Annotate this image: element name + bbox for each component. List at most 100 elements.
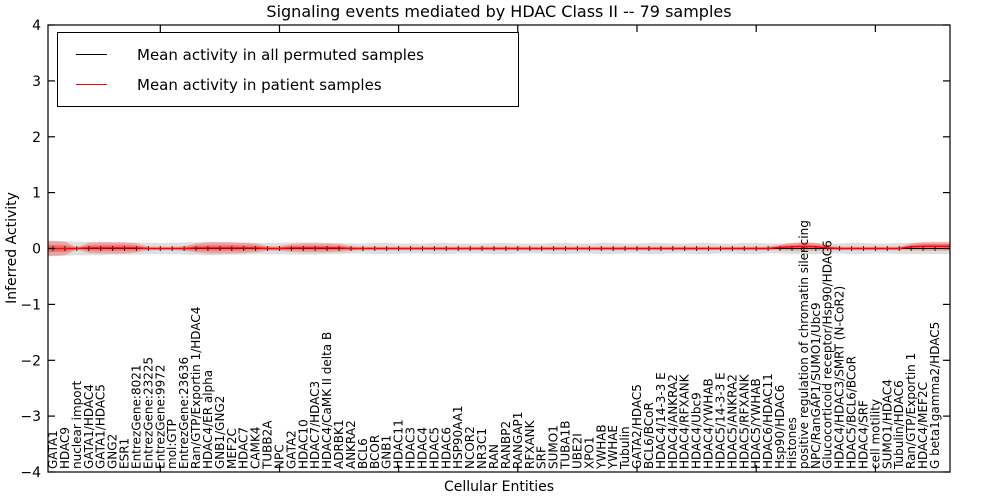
legend-label-permuted: Mean activity in all permuted samples	[137, 45, 424, 64]
entity-tick-label: SRF	[535, 446, 549, 469]
entity-tick-label: HDAC4	[416, 427, 430, 469]
entity-tick-label: HDAC4/YWHAB	[702, 378, 716, 469]
x-axis-label: Cellular Entities	[443, 479, 555, 495]
entity-tick-label: NCOR2	[463, 426, 477, 469]
entity-tick-label: CAMK4	[249, 427, 263, 469]
entity-tick-label: HDAC4/RFXANK	[678, 373, 692, 469]
entity-tick-label: BCL6	[356, 438, 370, 469]
entity-tick-label: Tubulin/HDAC6	[892, 380, 906, 470]
entity-tick-label: HDAC4/SRF	[857, 400, 871, 469]
y-tick-label: 3	[32, 74, 41, 90]
entity-tick-label: UBE2I	[570, 433, 584, 469]
entity-tick-label: HDAC3	[404, 427, 418, 469]
entity-tick-label: HDAC7	[237, 427, 251, 469]
legend-item-patient: Mean activity in patient samples	[70, 72, 508, 97]
entity-tick-label: EntrezGene:9972	[153, 365, 167, 470]
entity-tick-label: HDAC5/ANKRA2	[725, 374, 739, 469]
entity-tick-label: YWHAE	[606, 425, 620, 470]
entity-tick-label: Glucocorticoid receptor/Hsp90/HDAC6	[821, 240, 835, 469]
legend-item-permuted: Mean activity in all permuted samples	[70, 42, 508, 67]
entity-tick-label: GATA2	[284, 430, 298, 469]
chart-title: Signaling events mediated by HDAC Class …	[266, 2, 732, 21]
entity-tick-label: EntrezGene:23225	[141, 357, 155, 469]
legend: Mean activity in all permuted samples Me…	[57, 32, 519, 107]
y-axis-ticks	[48, 24, 950, 473]
entity-tick-label: Ran/GTP/Exportin 1	[904, 353, 918, 469]
entity-tick-label: NR3C1	[475, 428, 489, 469]
entity-tick-label: TUBA1B	[559, 421, 573, 470]
entity-tick-label: HDAC4/CaMK II delta B	[320, 332, 334, 469]
entity-tick-label: G beta1gamma2/HDAC5	[928, 322, 942, 469]
entity-tick-label: Tubulin	[618, 426, 632, 470]
entity-tick-label: EntrezGene:23636	[177, 357, 191, 469]
entity-tick-label: NPC	[273, 444, 287, 469]
y-tick-label: −4	[20, 465, 41, 481]
y-tick-label: −3	[20, 409, 41, 425]
entity-tick-label: RANBP2	[499, 421, 513, 469]
y-tick-label: 4	[32, 18, 41, 34]
entity-tick-label: GNB1/GNG2	[213, 396, 227, 469]
entity-tick-label: cell motility	[868, 399, 882, 469]
entity-tick-label: HDAC4/ER alpha	[201, 370, 215, 469]
y-tick-label: 0	[32, 242, 41, 258]
y-tick-labels: 4 3 2 1 0 −1 −2 −3 −4	[20, 18, 41, 481]
entity-tick-label: HDAC4/Ubc9	[690, 392, 704, 469]
entity-tick-label: RANGAP1	[511, 412, 525, 469]
entity-tick-label: HDAC4/HDAC3/SMRT (N-CoR2)	[833, 286, 847, 469]
entity-tick-label: Hsp90/HDAC6	[773, 385, 787, 469]
entity-tick-label: HDAC5/RFXANK	[737, 373, 751, 469]
entity-tick-label: HDAC5/BCL6/BCoR	[845, 356, 859, 469]
y-axis-label: Inferred Activity	[4, 192, 20, 304]
entity-tick-label: SUMO1/HDAC4	[880, 379, 894, 469]
entity-tick-label: SUMO1	[547, 425, 561, 469]
entity-tick-label: BCL6/BCoR	[642, 402, 656, 469]
entity-tick-label: GNB1	[380, 435, 394, 469]
entity-tick-label: NPC/RanGAP1/SUMO1/Ubc9	[809, 302, 823, 469]
entity-tick-label: GATA1/HDAC4	[82, 384, 96, 469]
entity-tick-label: GATA1/HDAC5	[94, 384, 108, 469]
entity-tick-label: XPO1	[582, 436, 596, 469]
entity-tick-label: HDAC10	[296, 419, 310, 469]
entity-tick-label: GNG2	[106, 434, 120, 469]
entity-tick-label: HDAC6/HDAC11	[761, 373, 775, 469]
entity-tick-label: TUBB2A	[261, 420, 275, 470]
entity-tick-label: ESR1	[118, 438, 132, 469]
entity-tick-label: MEF2C	[225, 428, 239, 469]
entity-tick-label: HDAC4/ANKRA2	[666, 374, 680, 469]
entity-tick-label: positive regulation of chromatin silenci…	[797, 220, 811, 469]
entity-tick-label: mol:GTP	[165, 419, 179, 469]
entity-tick-label: HDAC11	[392, 419, 406, 469]
entity-tick-label: nuclear import	[70, 380, 84, 469]
patient-mean-line	[48, 245, 950, 250]
entity-tick-label: RFXANK	[523, 419, 537, 469]
entity-tick-label: Histones	[785, 417, 799, 469]
entity-tick-label: HDAC5/14-3-3 E	[714, 372, 728, 469]
entity-tick-label: HDAC6	[439, 427, 453, 469]
entity-tick-label: GATA1	[46, 430, 60, 469]
entity-tick-label: HDAC7/HDAC3	[308, 381, 322, 469]
x-axis-ticks	[159, 25, 877, 472]
y-tick-label: 1	[32, 186, 41, 202]
y-tick-label: −2	[20, 353, 41, 369]
entity-tick-label: HDAC5/YWHAB	[749, 378, 763, 469]
entity-tick-label: HDAC9	[58, 427, 72, 469]
entity-tick-label: HDAC5	[427, 427, 441, 469]
entity-tick-label: HDAC4/MEF2C	[916, 382, 930, 469]
entity-tick-label: ANKRA2	[344, 420, 358, 469]
entity-tick-label: Ran/GTP/Exportin 1/HDAC4	[189, 307, 203, 469]
legend-label-patient: Mean activity in patient samples	[137, 75, 382, 94]
entity-tick-label: BCOR	[368, 435, 382, 469]
patient-line-sample-icon	[76, 84, 107, 85]
entity-tick-label: GATA2/HDAC5	[630, 384, 644, 469]
y-tick-label: 2	[32, 130, 41, 146]
y-tick-label: −1	[20, 297, 41, 313]
entity-tick-label: EntrezGene:8021	[129, 365, 143, 470]
entity-tick-label: ADRBK1	[332, 419, 346, 469]
entity-tick-label: RAN	[487, 444, 501, 469]
permuted-line-sample-icon	[76, 54, 107, 55]
entity-tick-label: YWHAB	[594, 424, 608, 470]
entity-tick-label: HDAC4/14-3-3 E	[654, 372, 668, 469]
